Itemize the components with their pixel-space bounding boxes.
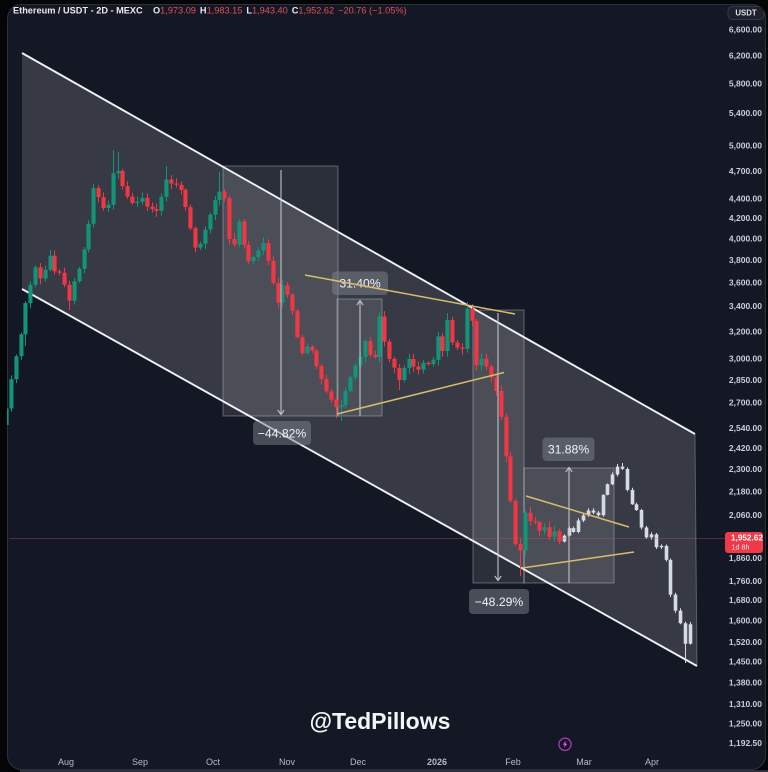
svg-text:4,700.00: 4,700.00 — [729, 166, 762, 176]
svg-text:1,760.00: 1,760.00 — [729, 576, 762, 586]
svg-text:Sep: Sep — [132, 757, 148, 767]
svg-text:4,200.00: 4,200.00 — [729, 213, 762, 223]
svg-text:5,400.00: 5,400.00 — [729, 108, 762, 118]
svg-text:1,600.00: 1,600.00 — [729, 616, 762, 626]
svg-text:2026: 2026 — [427, 757, 447, 767]
svg-text:USDT: USDT — [735, 9, 756, 18]
svg-text:1,380.00: 1,380.00 — [729, 677, 762, 687]
svg-text:3,400.00: 3,400.00 — [729, 301, 762, 311]
svg-text:4,400.00: 4,400.00 — [729, 194, 762, 204]
svg-text:1,520.00: 1,520.00 — [729, 637, 762, 647]
svg-text:Apr: Apr — [645, 757, 659, 767]
svg-text:2,420.00: 2,420.00 — [729, 443, 762, 453]
svg-text:2,540.00: 2,540.00 — [729, 423, 762, 433]
svg-text:6,600.00: 6,600.00 — [729, 25, 762, 35]
svg-text:−48.29%: −48.29% — [475, 595, 524, 609]
svg-text:2,180.00: 2,180.00 — [729, 487, 762, 497]
svg-text:−44.82%: −44.82% — [258, 427, 307, 441]
svg-text:Dec: Dec — [350, 757, 367, 767]
svg-text:Oct: Oct — [206, 757, 221, 767]
svg-text:5,000.00: 5,000.00 — [729, 140, 762, 150]
svg-text:3,000.00: 3,000.00 — [729, 353, 762, 363]
svg-text:3,200.00: 3,200.00 — [729, 327, 762, 337]
svg-text:1,192.50: 1,192.50 — [729, 738, 762, 748]
svg-text:1,680.00: 1,680.00 — [729, 595, 762, 605]
svg-text:5,800.00: 5,800.00 — [729, 78, 762, 88]
svg-text:2,700.00: 2,700.00 — [729, 397, 762, 407]
svg-text:Feb: Feb — [505, 757, 521, 767]
svg-text:1,952.62: 1,952.62 — [731, 534, 763, 543]
svg-text:3,800.00: 3,800.00 — [729, 255, 762, 265]
svg-text:31.88%: 31.88% — [548, 443, 589, 457]
svg-text:Mar: Mar — [576, 757, 592, 767]
svg-text:1d 8h: 1d 8h — [732, 543, 750, 552]
svg-text:2,300.00: 2,300.00 — [729, 464, 762, 474]
svg-text:1,310.00: 1,310.00 — [729, 699, 762, 709]
svg-text:6,200.00: 6,200.00 — [729, 51, 762, 61]
svg-text:Aug: Aug — [58, 757, 74, 767]
svg-text:Nov: Nov — [279, 757, 296, 767]
svg-text:1,250.00: 1,250.00 — [729, 719, 762, 729]
svg-text:2,060.00: 2,060.00 — [729, 510, 762, 520]
svg-text:@TedPillows: @TedPillows — [310, 708, 451, 734]
svg-text:2,850.00: 2,850.00 — [729, 375, 762, 385]
svg-text:Ethereum / USDT - 2D - MEXC: Ethereum / USDT - 2D - MEXC — [13, 6, 143, 16]
svg-text:3,600.00: 3,600.00 — [729, 277, 762, 287]
svg-text:4,000.00: 4,000.00 — [729, 233, 762, 243]
svg-text:1,450.00: 1,450.00 — [729, 657, 762, 667]
svg-text:1,860.00: 1,860.00 — [729, 553, 762, 563]
